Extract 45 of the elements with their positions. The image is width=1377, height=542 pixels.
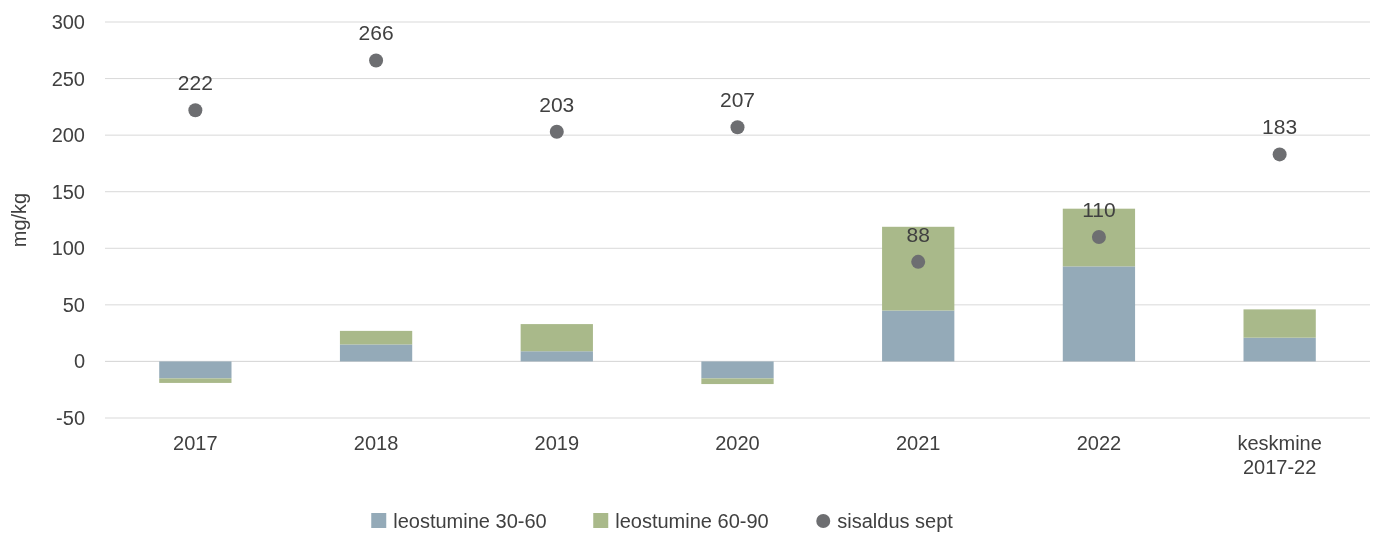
- y-tick-label: 150: [51, 180, 85, 203]
- data-label: 222: [177, 71, 213, 95]
- y-tick-label: 0: [73, 350, 85, 373]
- bar: [159, 361, 232, 379]
- bar: [1243, 337, 1316, 362]
- bar: [159, 378, 232, 383]
- legend-label: leostumine 30-60: [393, 510, 547, 532]
- y-tick-label: 100: [51, 237, 85, 260]
- legend-label: sisaldus sept: [837, 510, 954, 532]
- x-tick-label: 2019: [534, 432, 580, 454]
- bar: [1062, 266, 1136, 362]
- x-tick-label: keskmine 2017-22: [1237, 432, 1322, 478]
- point: [369, 53, 384, 68]
- bar: [520, 351, 593, 362]
- x-tick-label: 2017: [173, 432, 218, 454]
- x-tick-label: 2020: [715, 432, 760, 454]
- y-tick-label: -50: [56, 407, 85, 429]
- bar: [882, 226, 955, 311]
- bar: [520, 324, 593, 352]
- data-label: 266: [358, 21, 394, 45]
- y-tick-label: 300: [51, 11, 85, 33]
- bar: [701, 378, 774, 385]
- bar: [1243, 309, 1316, 338]
- bar: [339, 330, 413, 345]
- x-tick-label: 2021: [895, 432, 941, 454]
- data-label: 88: [906, 222, 930, 246]
- bar: [882, 310, 955, 362]
- bar: [701, 361, 774, 379]
- y-tick-label: 50: [62, 293, 85, 316]
- data-label: 183: [1262, 115, 1298, 139]
- y-tick-label: 250: [51, 67, 85, 90]
- legend-label: leostumine 60-90: [615, 510, 769, 532]
- point: [1272, 147, 1287, 162]
- y-axis-title: mg/kg: [8, 192, 30, 248]
- data-label: 203: [539, 92, 575, 116]
- data-label: 207: [719, 88, 756, 112]
- bar: [339, 344, 413, 362]
- x-tick-label: 2018: [353, 432, 399, 454]
- point: [911, 254, 926, 269]
- x-tick-label: 2022: [1076, 432, 1122, 454]
- y-tick-label: 200: [51, 124, 85, 147]
- point: [1091, 229, 1106, 244]
- point: [549, 124, 564, 139]
- point: [730, 120, 745, 135]
- point: [188, 103, 203, 118]
